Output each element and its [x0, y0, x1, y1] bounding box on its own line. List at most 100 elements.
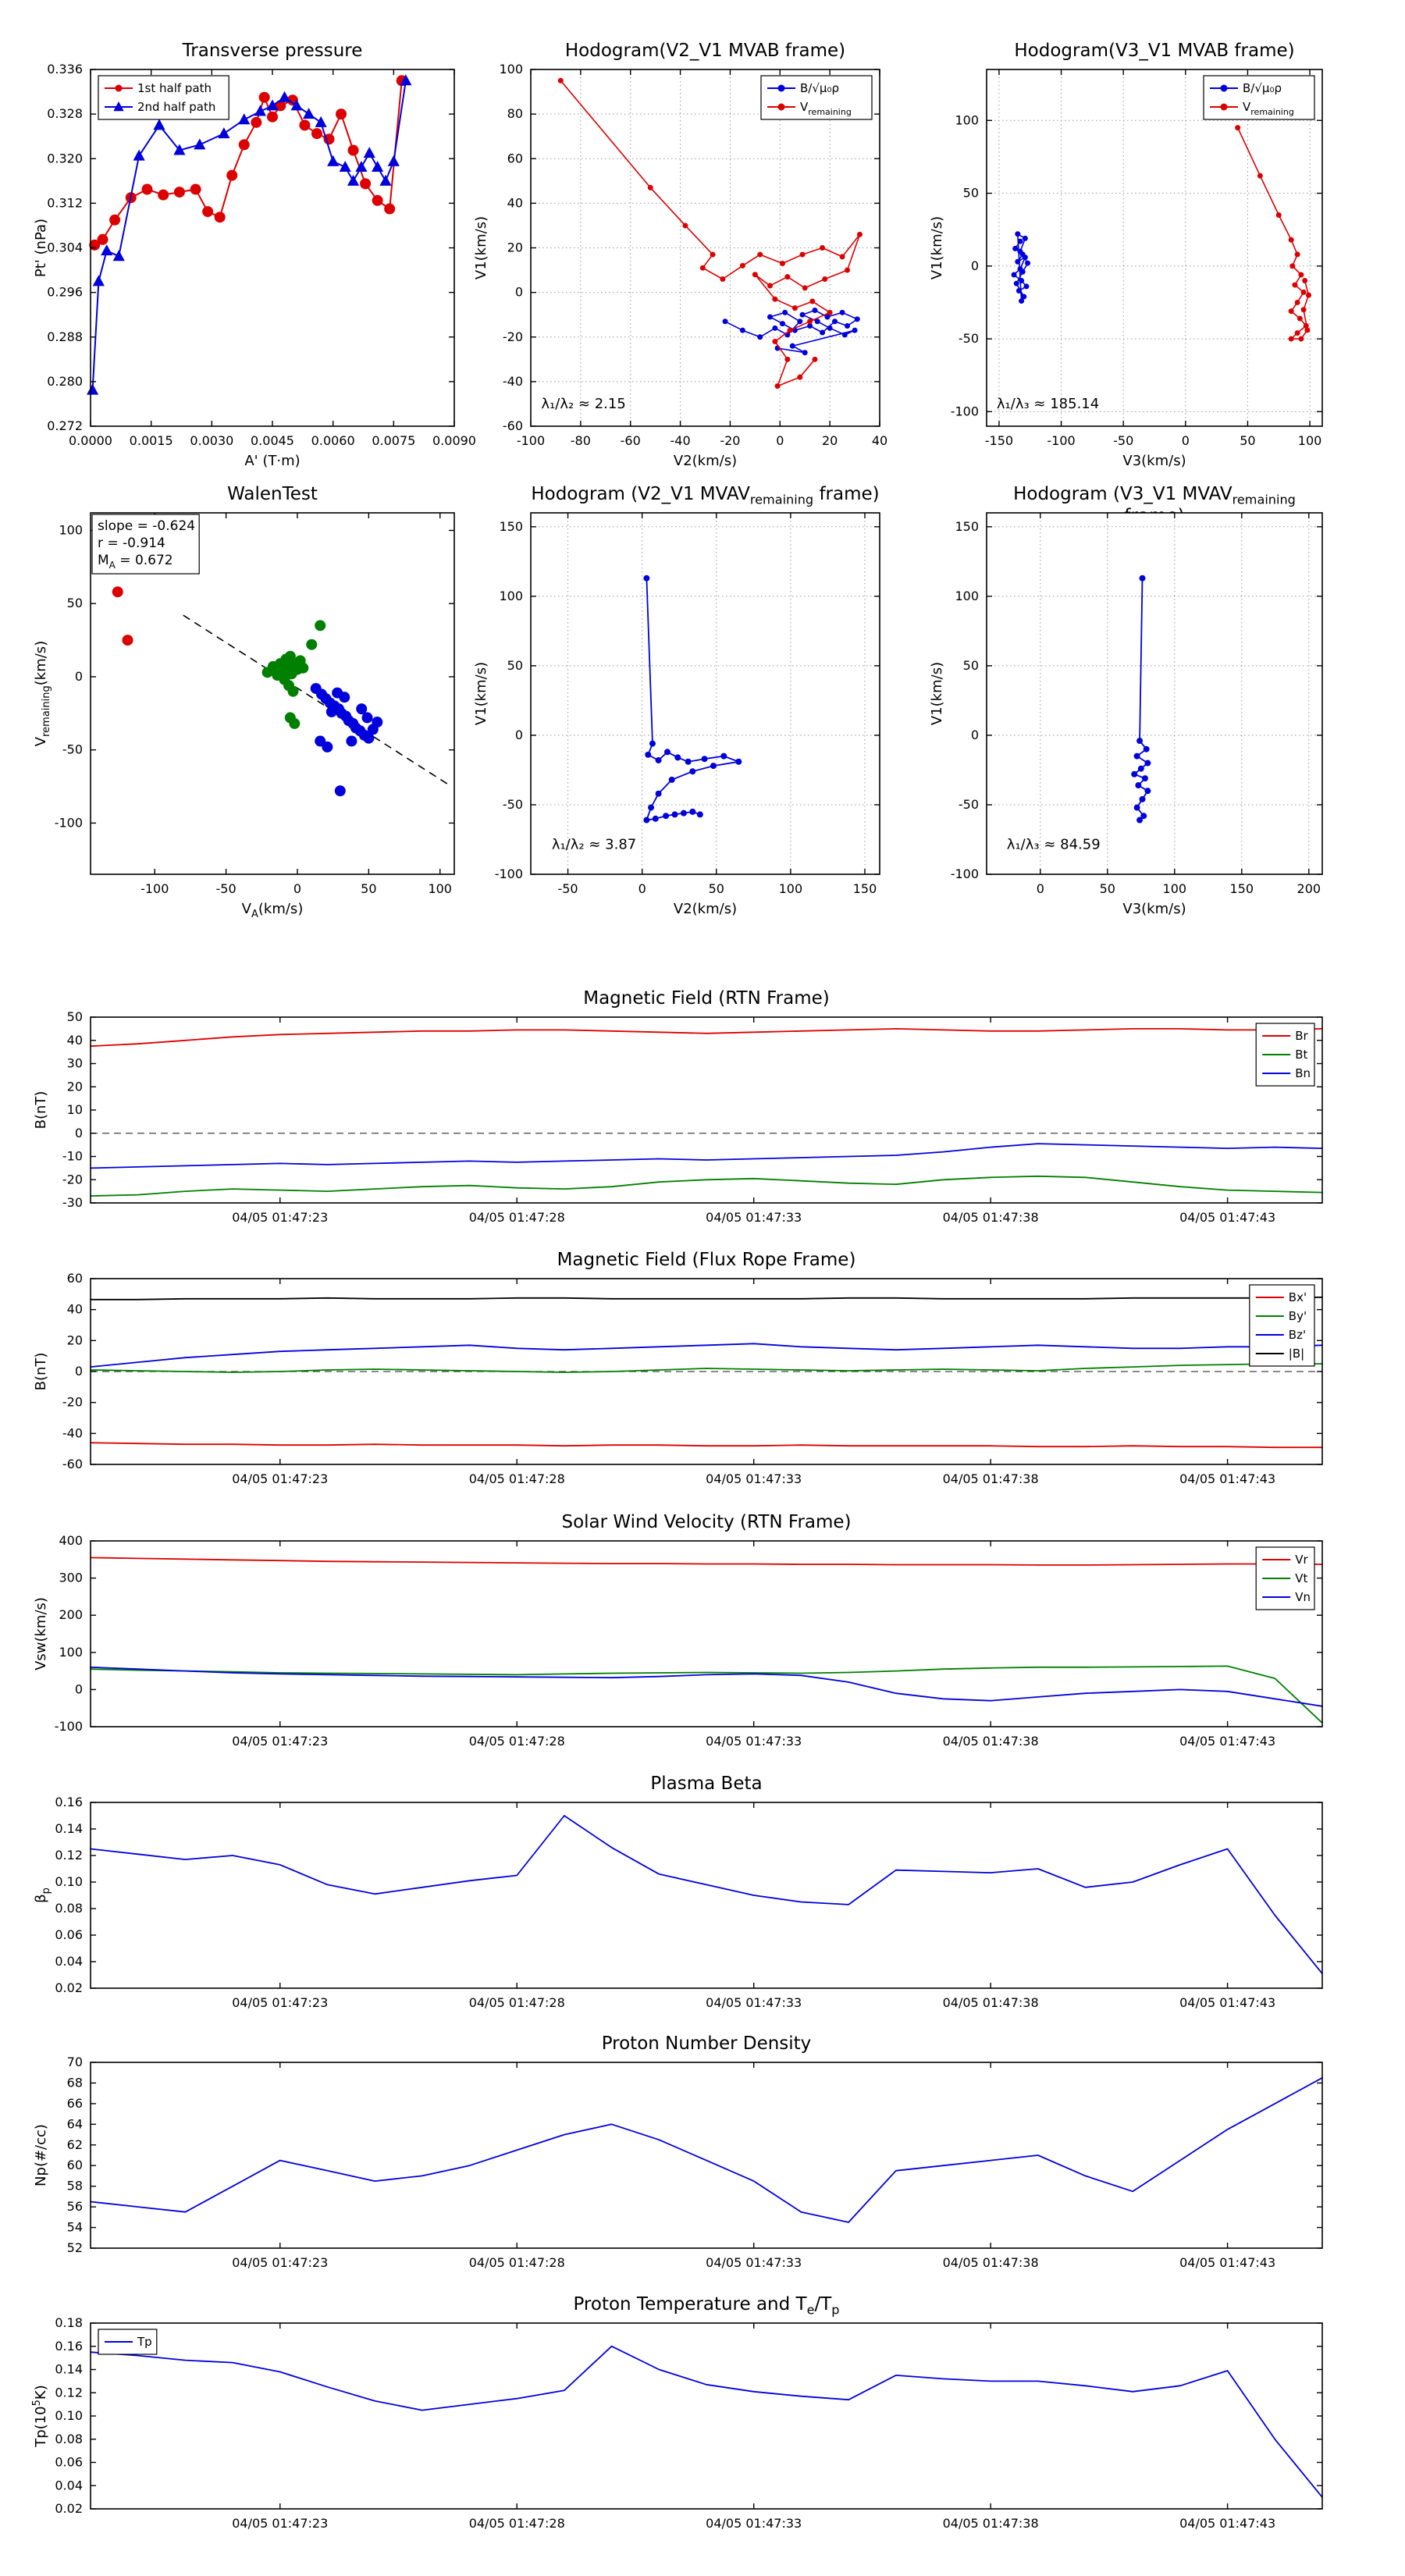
- svg-text:0.304: 0.304: [47, 240, 83, 255]
- svg-text:Br: Br: [1295, 1029, 1308, 1043]
- svg-text:30: 30: [67, 1056, 83, 1071]
- svg-text:80: 80: [507, 106, 523, 121]
- svg-text:200: 200: [59, 1607, 83, 1622]
- svg-text:-60: -60: [621, 433, 641, 448]
- svg-text:100: 100: [499, 62, 523, 76]
- svg-text:0.12: 0.12: [55, 2385, 83, 2400]
- svg-text:50: 50: [361, 881, 376, 896]
- svg-text:50: 50: [963, 186, 979, 201]
- svg-text:20: 20: [507, 240, 523, 255]
- svg-text:100: 100: [499, 589, 523, 603]
- svg-text:04/05 01:47:43: 04/05 01:47:43: [1179, 2255, 1275, 2270]
- svg-text:04/05 01:47:23: 04/05 01:47:23: [232, 1995, 328, 2010]
- svg-text:200: 200: [1297, 881, 1321, 896]
- svg-text:40: 40: [67, 1033, 83, 1048]
- svg-text:VA(km/s): VA(km/s): [242, 901, 304, 920]
- svg-text:150: 150: [1230, 881, 1254, 896]
- svg-text:-50: -50: [216, 881, 237, 896]
- svg-text:100: 100: [955, 589, 979, 603]
- svg-text:0: 0: [515, 728, 523, 742]
- svg-text:0.10: 0.10: [55, 1874, 83, 1889]
- chart-title: Hodogram(V2_V1 MVAB frame): [564, 41, 846, 61]
- svg-text:B/√μ₀ρ: B/√μ₀ρ: [1243, 81, 1282, 95]
- svg-text:0.06: 0.06: [55, 2455, 83, 2470]
- chart-hodogram-v3v1-mvav: Hodogram (V3_V1 MVAVremaining frame) 050…: [916, 466, 1346, 921]
- svg-text:|B|: |B|: [1289, 1347, 1304, 1361]
- svg-text:λ₁/λ₂ ≈ 2.15: λ₁/λ₂ ≈ 2.15: [541, 396, 625, 412]
- svg-text:-30: -30: [62, 1195, 83, 1210]
- svg-text:0.06: 0.06: [55, 1927, 83, 1942]
- svg-text:r = -0.914: r = -0.914: [98, 535, 165, 551]
- svg-text:20: 20: [67, 1079, 83, 1094]
- svg-text:50: 50: [1100, 881, 1115, 896]
- svg-text:54: 54: [67, 2220, 83, 2235]
- svg-text:0: 0: [1182, 433, 1190, 448]
- chart-hodogram-v2v1-mvav: Hodogram (V2_V1 MVAVremaining frame) -50…: [461, 466, 903, 921]
- svg-text:B(nT): B(nT): [33, 1091, 49, 1130]
- svg-text:04/05 01:47:23: 04/05 01:47:23: [232, 2255, 328, 2270]
- svg-text:Pt' (nPa): Pt' (nPa): [33, 219, 49, 277]
- svg-text:V3(km/s): V3(km/s): [1122, 901, 1186, 917]
- svg-text:60: 60: [67, 1271, 83, 1286]
- svg-text:Vn: Vn: [1295, 1590, 1311, 1604]
- svg-text:04/05 01:47:23: 04/05 01:47:23: [232, 1471, 328, 1486]
- svg-text:A' (T·m): A' (T·m): [244, 453, 300, 469]
- svg-text:04/05 01:47:38: 04/05 01:47:38: [943, 1210, 1039, 1225]
- svg-text:0.10: 0.10: [55, 2408, 83, 2423]
- svg-text:-100: -100: [55, 815, 83, 830]
- svg-text:58: 58: [67, 2179, 83, 2194]
- svg-text:-80: -80: [571, 433, 591, 448]
- chart-title: Proton Number Density: [601, 2033, 812, 2054]
- chart-title: Proton Temperature and Te/Tp: [573, 2294, 840, 2318]
- svg-text:Vremaining: Vremaining: [800, 100, 852, 117]
- svg-text:04/05 01:47:23: 04/05 01:47:23: [232, 2516, 328, 2531]
- chart-proton-number-density: Proton Number Density 04/05 01:47:23 04/0…: [20, 2016, 1346, 2295]
- hodogram-v2v1-mvab-plot: -100 -80 -60 -40 -20 0 20 40 -60 -40 -20 0 20 40 60 80 1…: [473, 62, 887, 469]
- svg-text:100: 100: [955, 112, 979, 127]
- chart-title: Magnetic Field (RTN Frame): [583, 988, 830, 1009]
- svg-text:-50: -50: [557, 881, 578, 896]
- chart-magnetic-field-rtn: Magnetic Field (RTN Frame) 04/05 01:47:2…: [20, 970, 1346, 1250]
- svg-text:20: 20: [67, 1332, 83, 1347]
- svg-text:V3(km/s): V3(km/s): [1122, 453, 1186, 469]
- svg-text:04/05 01:47:33: 04/05 01:47:33: [706, 1734, 802, 1749]
- svg-text:-20: -20: [503, 329, 523, 344]
- svg-text:150: 150: [955, 519, 979, 534]
- svg-text:0: 0: [776, 433, 784, 448]
- svg-text:0: 0: [75, 1364, 83, 1379]
- svg-text:-100: -100: [1047, 433, 1075, 448]
- chart-title: Magnetic Field (Flux Rope Frame): [557, 1250, 856, 1270]
- chart-hodogram-v2v1-mvab: Hodogram(V2_V1 MVAB frame) -100 -80 -60 -40…: [461, 23, 903, 473]
- svg-text:50: 50: [1240, 433, 1255, 448]
- svg-text:-50: -50: [959, 797, 979, 812]
- svg-text:-150: -150: [985, 433, 1013, 448]
- svg-text:0.08: 0.08: [55, 2432, 83, 2446]
- hodogram-v3v1-mvav-plot: 0 50 100 150 200 -100 -50 0 50 100 150 V3(km/s) V1(k…: [929, 512, 1323, 917]
- svg-text:0.0030: 0.0030: [190, 433, 233, 448]
- svg-text:100: 100: [1298, 433, 1322, 448]
- svg-text:λ₁/λ₃ ≈ 185.14: λ₁/λ₃ ≈ 185.14: [997, 396, 1099, 412]
- svg-text:300: 300: [59, 1571, 83, 1585]
- svg-text:0.0075: 0.0075: [372, 433, 415, 448]
- svg-text:V1(km/s): V1(km/s): [473, 216, 489, 279]
- svg-text:0: 0: [75, 669, 83, 684]
- svg-text:Tp(105K): Tp(105K): [31, 2385, 49, 2447]
- transverse-pressure-plot: 0.0000 0.0015 0.0030 0.0045 0.0060 0.0075 0.00…: [33, 62, 476, 469]
- svg-text:04/05 01:47:33: 04/05 01:47:33: [706, 2516, 802, 2531]
- chart-hodogram-v3v1-mvab: Hodogram(V3_V1 MVAB frame) -150 -100 -50 0 5…: [916, 23, 1346, 473]
- svg-text:04/05 01:47:23: 04/05 01:47:23: [232, 1210, 328, 1225]
- svg-text:150: 150: [499, 519, 523, 534]
- svg-text:40: 40: [872, 433, 887, 448]
- svg-text:-100: -100: [55, 1719, 83, 1734]
- svg-text:0: 0: [293, 881, 301, 896]
- svg-text:V1(km/s): V1(km/s): [473, 662, 489, 725]
- svg-text:1st half path: 1st half path: [137, 81, 212, 95]
- chart-title: Plasma Beta: [650, 1774, 763, 1794]
- chart-walen-test: WalenTest -100 -50 0 50 100 -100 -50 0 50 100 VA(k…: [20, 466, 478, 921]
- svg-text:04/05 01:47:38: 04/05 01:47:38: [943, 1995, 1039, 2010]
- svg-text:04/05 01:47:33: 04/05 01:47:33: [706, 1210, 802, 1225]
- svg-text:50: 50: [67, 1009, 83, 1024]
- svg-text:0: 0: [971, 258, 979, 273]
- svg-text:04/05 01:47:33: 04/05 01:47:33: [706, 2255, 802, 2270]
- svg-text:-20: -20: [62, 1172, 83, 1187]
